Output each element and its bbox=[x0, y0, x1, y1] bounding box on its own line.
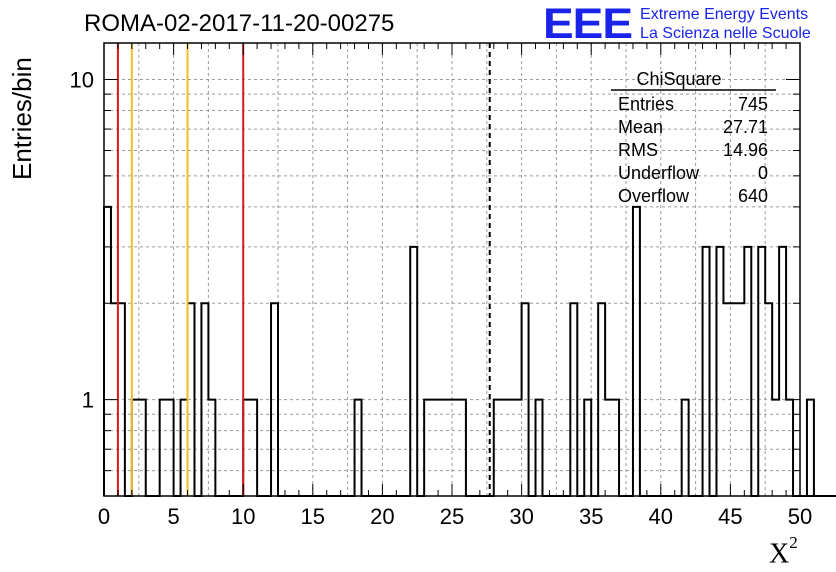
x-tick-label: 0 bbox=[98, 504, 110, 529]
histogram-bin bbox=[445, 400, 452, 496]
x-tick-label: 5 bbox=[167, 504, 179, 529]
x-axis-label: X2 bbox=[769, 533, 798, 570]
histogram-bin bbox=[508, 400, 515, 496]
x-axis-label-base: X bbox=[769, 538, 790, 570]
histogram-bin bbox=[208, 400, 215, 496]
y-tick-label: 1 bbox=[82, 388, 94, 413]
histogram-bin bbox=[160, 400, 167, 496]
x-tick-label: 10 bbox=[231, 504, 255, 529]
x-tick-label: 25 bbox=[440, 504, 464, 529]
y-tick-label: 10 bbox=[70, 67, 94, 92]
x-tick-label: 50 bbox=[788, 504, 812, 529]
logo-line-1: Extreme Energy Events bbox=[640, 6, 809, 23]
histogram-bin bbox=[716, 247, 723, 496]
histogram-bin bbox=[355, 400, 362, 496]
stats-value-overflow: 640 bbox=[738, 186, 768, 206]
stats-label-mean: Mean bbox=[618, 117, 663, 137]
histogram-bin bbox=[494, 400, 501, 496]
histogram-bin bbox=[271, 303, 278, 496]
histogram-bin bbox=[243, 400, 250, 496]
eee-logo: EEE Extreme Energy Events La Scienza nel… bbox=[543, 2, 811, 48]
histogram-bin bbox=[765, 303, 772, 496]
eee-logo-text: Extreme Energy Events La Scienza nelle S… bbox=[640, 5, 811, 43]
histogram-bin bbox=[807, 400, 814, 496]
histogram-bin bbox=[188, 303, 195, 496]
stats-title: ChiSquare bbox=[636, 69, 721, 89]
histogram-bin bbox=[522, 303, 529, 496]
logo-line-2: La Scienza nelle Scuole bbox=[640, 25, 811, 42]
histogram-bin bbox=[758, 247, 765, 496]
histogram-bin bbox=[459, 400, 466, 496]
histogram-bin bbox=[584, 400, 591, 496]
histogram-bin bbox=[779, 247, 786, 496]
x-tick-label: 15 bbox=[301, 504, 325, 529]
histogram-bin bbox=[118, 303, 125, 496]
histogram-bin bbox=[598, 303, 605, 496]
histogram-bin bbox=[723, 303, 730, 496]
histogram-bin bbox=[605, 400, 612, 496]
histogram-bin bbox=[410, 247, 417, 496]
histogram-bin bbox=[536, 400, 543, 496]
stats-label-overflow: Overflow bbox=[618, 186, 690, 206]
histogram-bin bbox=[515, 400, 522, 496]
histogram-bin bbox=[744, 247, 751, 496]
histogram-bin bbox=[104, 207, 111, 496]
tick-labels: 0 5 10 15 20 25 30 35 40 45 50 1 10 bbox=[70, 67, 813, 529]
histogram-bin bbox=[424, 400, 431, 496]
eee-logo-mark: EEE bbox=[543, 0, 633, 48]
histogram-bin bbox=[167, 400, 174, 496]
stats-value-rms: 14.96 bbox=[723, 140, 768, 160]
x-tick-label: 45 bbox=[718, 504, 742, 529]
histogram-bin bbox=[633, 207, 640, 496]
stats-value-underflow: 0 bbox=[758, 163, 768, 183]
y-axis-label: Entries/bin bbox=[7, 57, 37, 180]
histogram-bin bbox=[181, 400, 188, 496]
histogram-bin bbox=[730, 303, 737, 496]
histogram-bin bbox=[132, 400, 139, 496]
histogram-bin bbox=[201, 303, 208, 496]
stats-value-mean: 27.71 bbox=[723, 117, 768, 137]
histogram-bin bbox=[452, 400, 459, 496]
axis-ticks bbox=[103, 43, 801, 497]
histogram-bin bbox=[786, 400, 793, 496]
histogram-bin bbox=[501, 400, 508, 496]
chart-title: ROMA-02-2017-11-20-00275 bbox=[84, 10, 395, 37]
x-tick-label: 30 bbox=[509, 504, 533, 529]
marker-lines bbox=[116, 43, 491, 496]
histogram-bin bbox=[570, 303, 577, 496]
stats-label-underflow: Underflow bbox=[618, 163, 700, 183]
histogram-bars bbox=[103, 205, 836, 497]
stats-box: ChiSquare Entries 745 Mean 27.71 RMS 14.… bbox=[611, 69, 776, 206]
x-axis-label-sup: 2 bbox=[789, 533, 798, 552]
histogram-bin bbox=[431, 400, 438, 496]
histogram-bin bbox=[682, 400, 689, 496]
stats-label-entries: Entries bbox=[618, 94, 674, 114]
histogram-bin bbox=[139, 400, 146, 496]
stats-label-rms: RMS bbox=[618, 140, 658, 160]
histogram-bin bbox=[772, 400, 779, 496]
x-tick-label: 35 bbox=[579, 504, 603, 529]
histogram-bin bbox=[737, 303, 744, 496]
x-tick-label: 20 bbox=[370, 504, 394, 529]
histogram-bin bbox=[438, 400, 445, 496]
histogram-bin bbox=[703, 247, 710, 496]
histogram-bin bbox=[250, 400, 257, 496]
x-tick-label: 40 bbox=[649, 504, 673, 529]
stats-value-entries: 745 bbox=[738, 94, 768, 114]
histogram-bin bbox=[612, 400, 619, 496]
